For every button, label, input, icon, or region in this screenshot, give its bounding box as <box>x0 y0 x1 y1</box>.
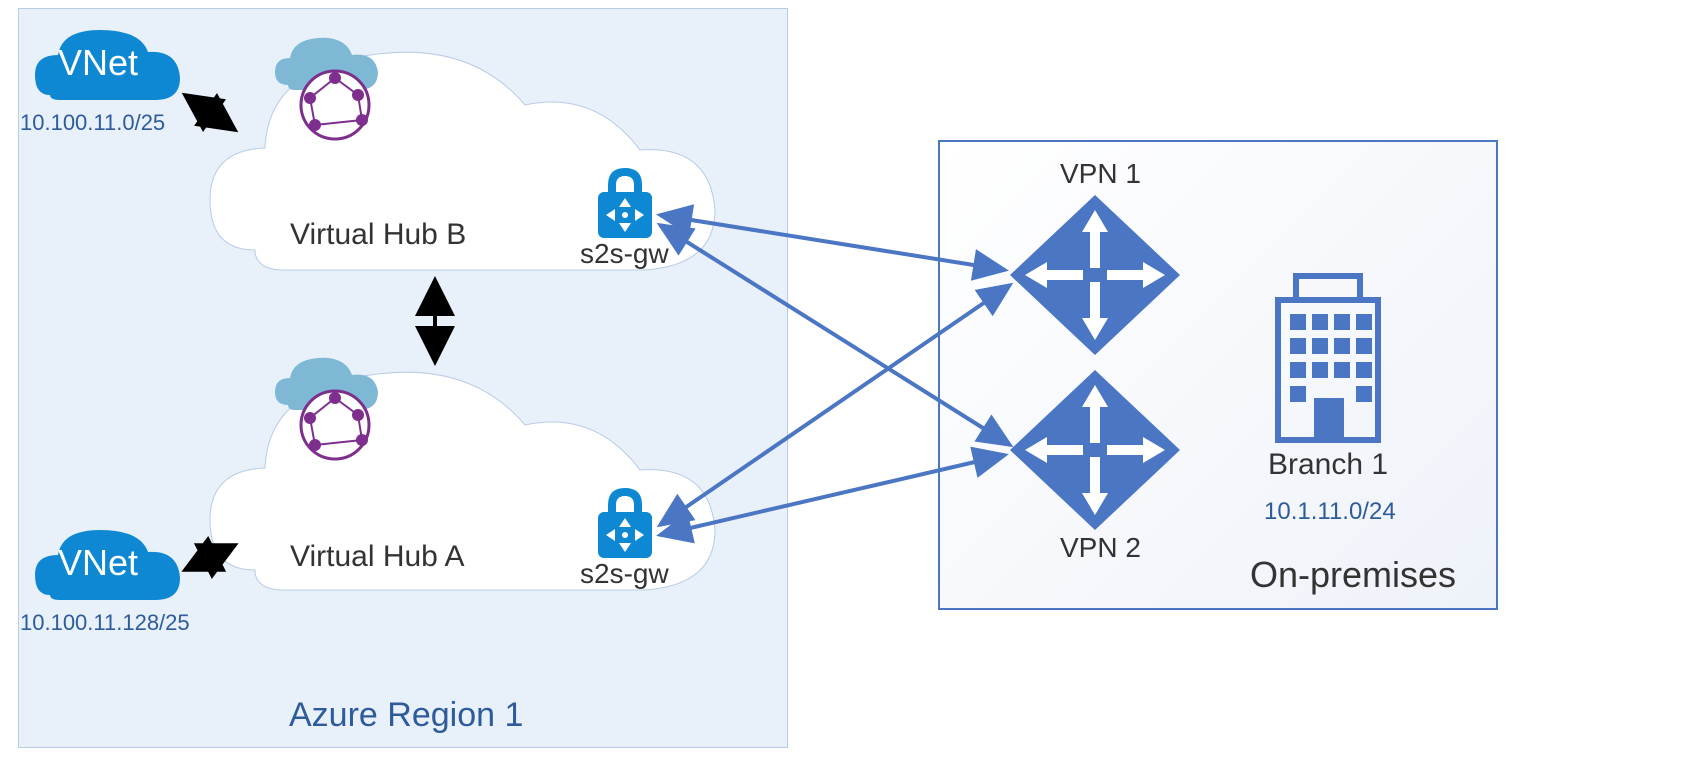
gw-a-label: s2s-gw <box>580 558 669 590</box>
on-premises-label: On-premises <box>1250 554 1456 596</box>
branch-label: Branch 1 <box>1268 448 1388 482</box>
vpn1-label: VPN 1 <box>1060 158 1141 190</box>
diagram-container: Azure Region 1 On-premises <box>0 0 1708 766</box>
vnet-top-label: VNet <box>58 42 138 84</box>
vnet-bottom-ip: 10.100.11.128/25 <box>20 610 190 636</box>
vnet-top-ip: 10.100.11.0/25 <box>20 110 165 136</box>
branch-ip: 10.1.11.0/24 <box>1264 498 1396 526</box>
hub-a-label: Virtual Hub A <box>290 540 465 574</box>
vpn2-label: VPN 2 <box>1060 532 1141 564</box>
gw-b-label: s2s-gw <box>580 238 669 270</box>
vnet-bottom-label: VNet <box>58 542 138 584</box>
hub-b-label: Virtual Hub B <box>290 218 466 252</box>
azure-region-label: Azure Region 1 <box>289 696 523 735</box>
on-premises-box: On-premises <box>938 140 1498 610</box>
